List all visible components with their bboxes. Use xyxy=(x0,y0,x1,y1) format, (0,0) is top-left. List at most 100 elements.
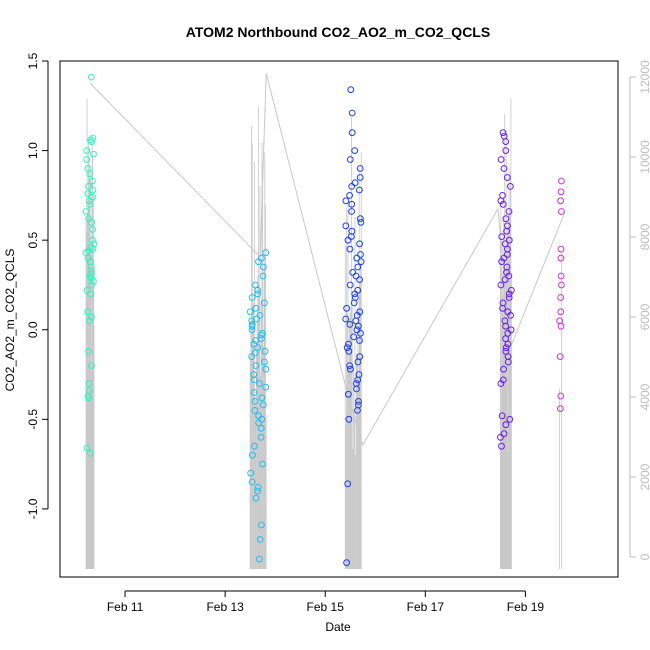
data-point xyxy=(84,254,92,262)
data-point xyxy=(248,326,256,334)
data-point xyxy=(498,233,506,241)
data-point xyxy=(83,147,91,155)
data-point xyxy=(86,272,94,280)
data-point xyxy=(251,407,259,414)
data-point xyxy=(249,451,256,459)
data-point xyxy=(350,299,358,307)
data-points xyxy=(82,73,565,567)
data-point xyxy=(557,308,565,316)
data-point xyxy=(347,86,355,94)
x-tick-label: Feb 19 xyxy=(507,600,545,614)
data-point xyxy=(342,315,350,323)
y-tick-label: 0.5 xyxy=(26,232,40,249)
data-point xyxy=(257,433,265,441)
x-axis: Feb 11 Feb 13 Feb 15 Feb 17 Feb 19 xyxy=(107,590,545,614)
data-point xyxy=(258,394,266,402)
data-point xyxy=(252,337,260,344)
data-point xyxy=(85,347,92,355)
data-point xyxy=(84,308,92,316)
plot-frame xyxy=(59,60,619,578)
data-point xyxy=(85,394,93,402)
data-point xyxy=(557,405,564,413)
data-point xyxy=(558,281,565,289)
data-point xyxy=(557,294,565,301)
data-point xyxy=(348,129,356,137)
data-point xyxy=(254,487,262,495)
data-point xyxy=(85,197,93,205)
data-point xyxy=(250,340,258,348)
data-point xyxy=(86,170,94,178)
data-point xyxy=(252,494,260,502)
data-point xyxy=(500,430,508,438)
data-point xyxy=(255,258,262,266)
data-point xyxy=(498,258,506,266)
data-point xyxy=(252,362,260,370)
data-point xyxy=(89,177,96,185)
data-point xyxy=(89,226,96,233)
data-point xyxy=(343,559,351,567)
secondary-y-tick-label: 4000 xyxy=(638,383,650,410)
data-point xyxy=(256,380,263,387)
data-point xyxy=(354,376,362,384)
x-tick-label: Feb 13 xyxy=(206,600,244,614)
data-point xyxy=(500,165,508,172)
data-point xyxy=(355,398,362,405)
data-point xyxy=(256,555,263,563)
data-point xyxy=(85,183,92,190)
data-point xyxy=(254,344,262,352)
data-point xyxy=(87,263,95,271)
data-point xyxy=(557,272,565,280)
data-point xyxy=(83,156,91,163)
data-point xyxy=(504,358,512,366)
data-point xyxy=(248,353,256,361)
data-point xyxy=(262,249,270,257)
data-point xyxy=(347,365,354,373)
data-point xyxy=(83,286,91,294)
data-point xyxy=(356,186,363,194)
y-tick-label: 1.5 xyxy=(26,52,40,69)
y-tick-label: 0.0 xyxy=(26,321,40,338)
data-point xyxy=(498,442,505,450)
data-point xyxy=(506,415,514,423)
data-point xyxy=(256,312,264,319)
data-point xyxy=(503,227,511,235)
data-point xyxy=(250,376,258,384)
data-point xyxy=(556,353,564,361)
data-point xyxy=(353,254,361,262)
data-point xyxy=(87,450,94,457)
data-point xyxy=(252,304,260,312)
data-point xyxy=(355,322,362,330)
data-point xyxy=(353,385,360,393)
chart-title: ATOM2 Northbound CO2_AO2_m_CO2_QCLS xyxy=(186,24,490,40)
data-point xyxy=(354,263,362,271)
data-point xyxy=(254,290,262,298)
data-point xyxy=(344,236,352,244)
data-point xyxy=(88,281,95,289)
data-point xyxy=(246,308,254,316)
data-point xyxy=(354,407,361,414)
data-point xyxy=(345,340,352,348)
data-point xyxy=(345,415,353,423)
data-point xyxy=(346,321,354,328)
data-point xyxy=(251,442,258,450)
secondary-y-axis: 0 2000 4000 6000 8000 10000 12000 xyxy=(629,60,650,560)
data-point xyxy=(250,389,258,396)
data-point xyxy=(254,286,262,294)
data-point xyxy=(345,390,352,398)
data-point xyxy=(89,186,97,194)
data-point xyxy=(356,337,363,344)
data-point xyxy=(351,179,359,187)
data-point xyxy=(497,281,505,289)
data-point xyxy=(348,200,356,208)
data-point xyxy=(248,322,256,330)
altitude-trace-line xyxy=(89,72,565,447)
secondary-y-tick-label: 2000 xyxy=(638,463,650,490)
data-point xyxy=(505,236,513,244)
data-point xyxy=(504,340,512,348)
data-point xyxy=(499,129,507,137)
data-point xyxy=(346,362,354,370)
data-point xyxy=(83,444,91,452)
data-point xyxy=(497,433,504,441)
y-tick-label: -1.0 xyxy=(26,498,40,519)
y-axis-label: CO2_AO2_m_CO2_QCLS xyxy=(3,249,17,392)
